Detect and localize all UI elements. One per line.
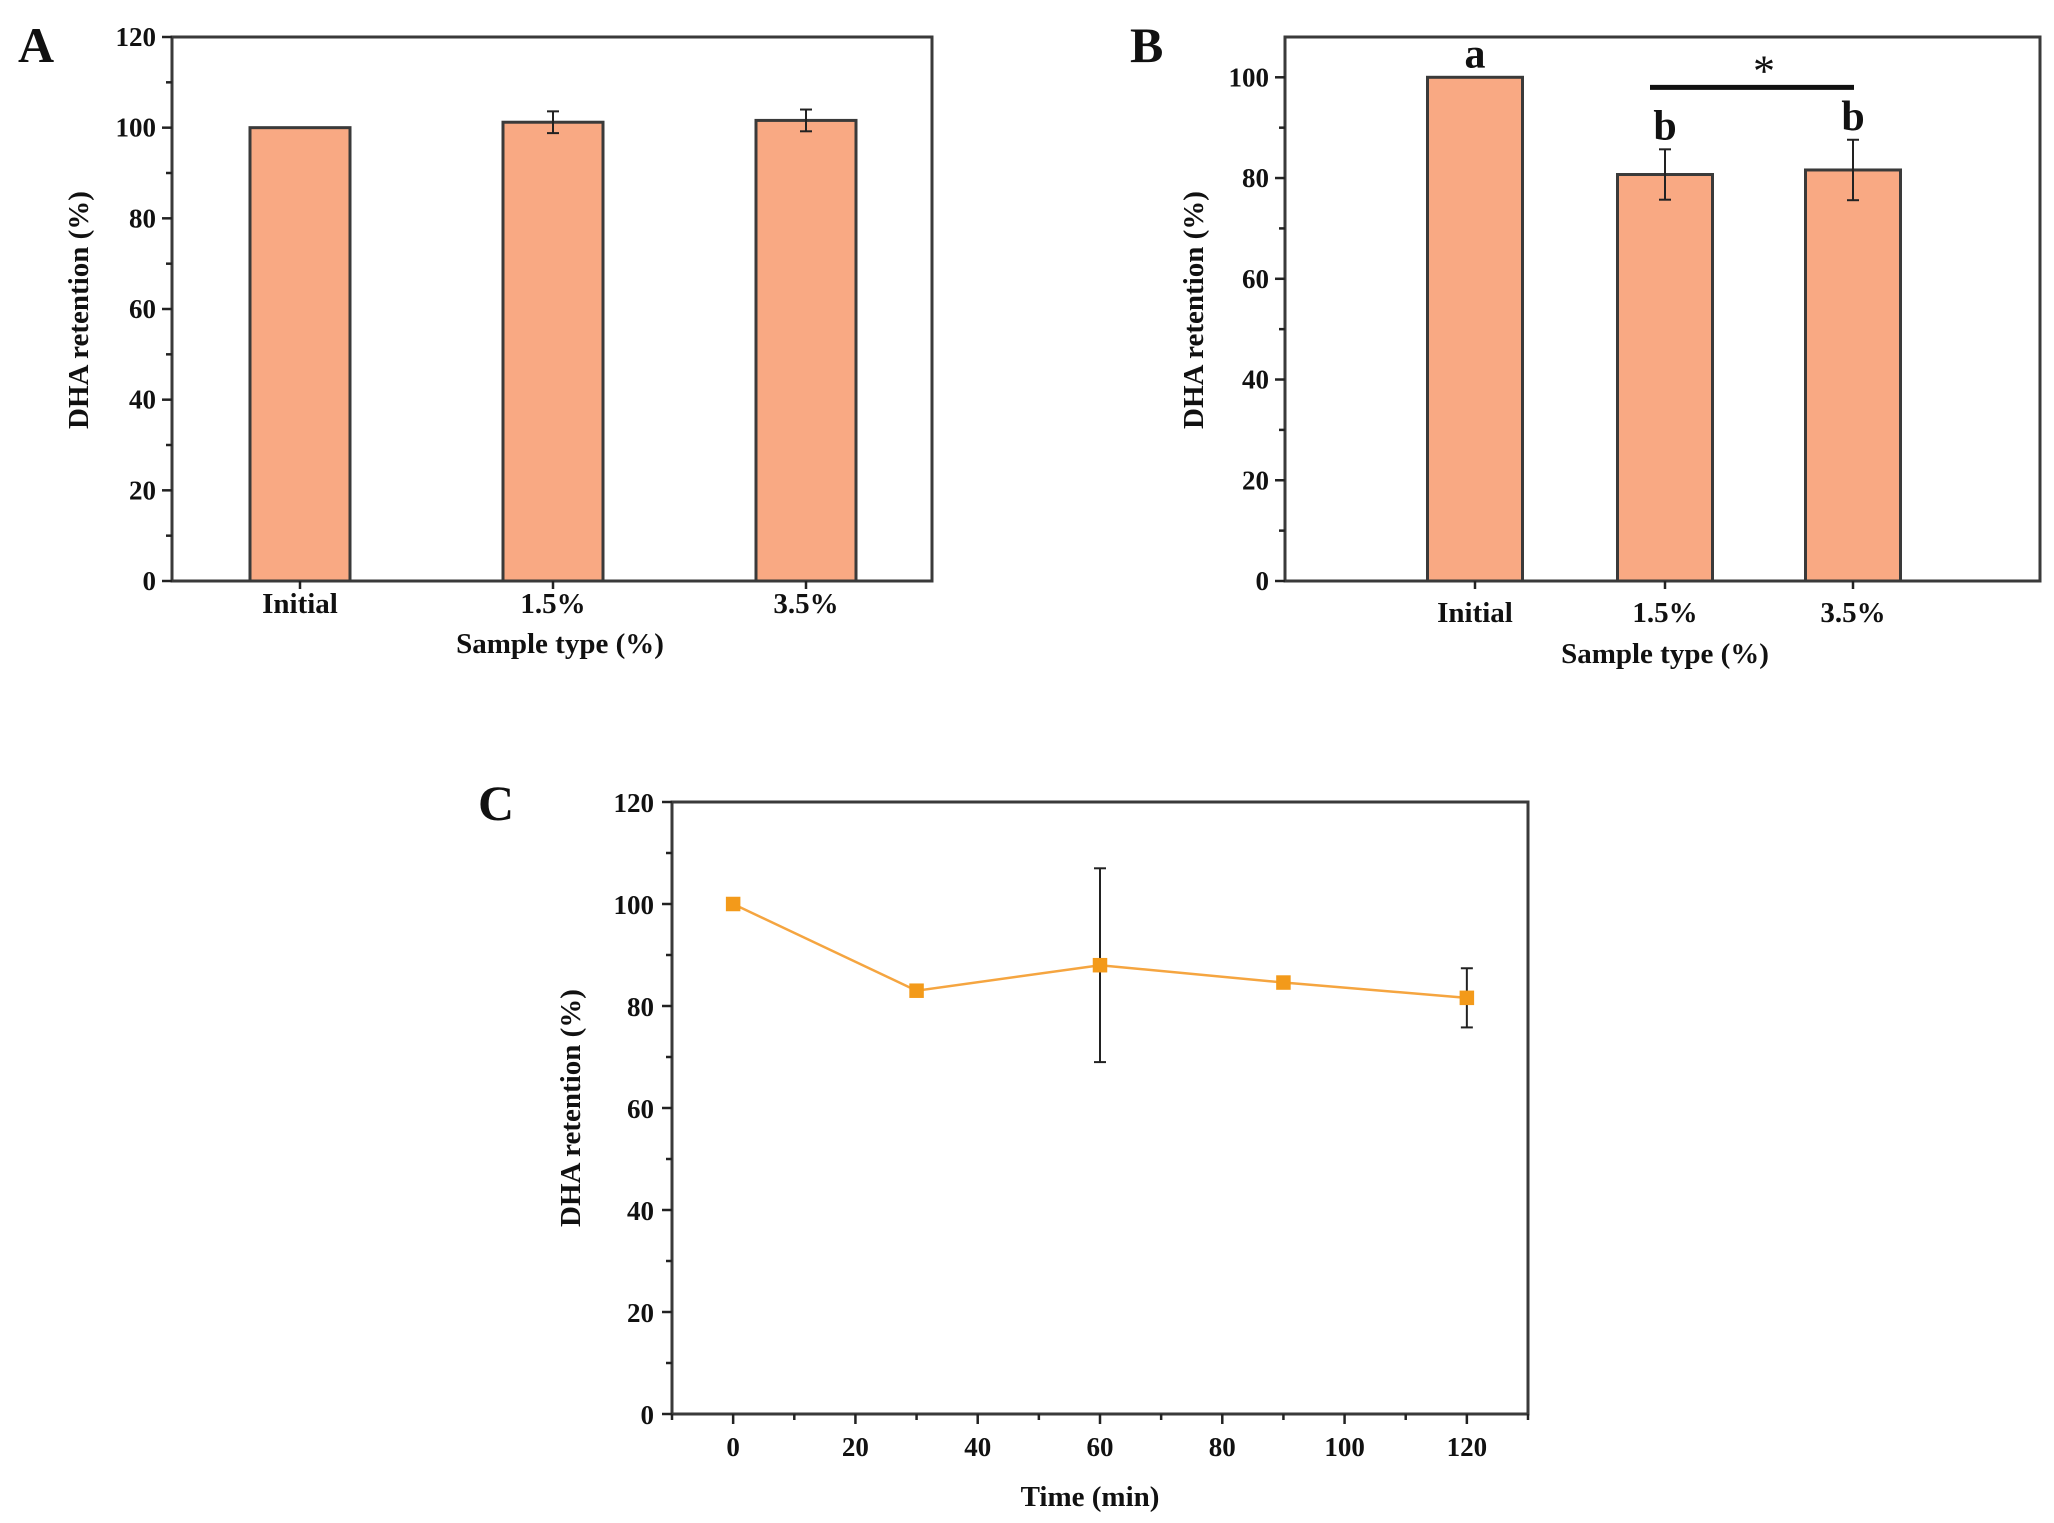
panel-b-y-tick-label-20: 20 (1242, 465, 1269, 495)
panel-b-significance: a b b * (1465, 31, 1865, 149)
panel-b-category-label-1: 1.5% (1632, 597, 1697, 629)
panel-c-x-axis: 0 20 40 60 80 100 120 (670, 1414, 1530, 1462)
panel-b-letter: B (1130, 17, 1163, 73)
panel-c-x-tick-label-20: 20 (842, 1432, 869, 1462)
panel-b-x-axis: Initial 1.5% 3.5% (1437, 581, 1886, 629)
panel-c-y-axis: 0 20 40 60 80 100 120 (614, 788, 672, 1430)
panel-a-y-tick-label-100: 100 (116, 113, 157, 143)
panel-a-category-label-0: Initial (262, 588, 338, 620)
panel-b-bars (1426, 75, 1902, 583)
panel-c-data-point-1 (909, 983, 924, 998)
panel-a-y-tick-label-120: 120 (116, 22, 157, 52)
panel-c-data-point-4 (1459, 990, 1475, 1006)
panel-c-y-axis-title: DHA retention (%) (555, 989, 587, 1227)
panel-b-y-axis-title: DHA retention (%) (1178, 191, 1210, 429)
panel-c-series (725, 867, 1475, 1064)
panel-b-significance-letter-0: a (1465, 31, 1486, 77)
panel-a-category-label-2: 3.5% (773, 588, 838, 620)
panel-b-y-axis: 0 20 40 60 80 100 (1229, 62, 1285, 596)
panel-b-category-label-0: Initial (1437, 597, 1513, 629)
panel-c-x-tick-label-100: 100 (1324, 1432, 1365, 1462)
panel-a-bar-2 (754, 118, 858, 583)
panel-c-x-tick-label-120: 120 (1447, 1432, 1488, 1462)
panel-b-y-tick-label-100: 100 (1229, 62, 1270, 92)
panel-b-x-axis-title: Sample type (%) (1561, 638, 1769, 670)
panel-c: C 0 20 40 60 80 100 120 0 20 40 60 80 100 120 Time (… (478, 775, 1530, 1513)
panel-b: B 0 20 40 60 80 100 Initial 1.5% 3.5% a b b * Samp… (1130, 17, 2042, 670)
panel-c-x-tick-label-0: 0 (726, 1432, 740, 1462)
panel-b-significance-star: * (1753, 46, 1775, 95)
panel-b-significance-letter-2: b (1841, 94, 1864, 140)
panel-c-x-tick-label-60: 60 (1087, 1432, 1114, 1462)
panel-b-bar-0 (1426, 75, 1524, 583)
panel-a-x-axis: Initial 1.5% 3.5% (262, 581, 839, 620)
panel-c-y-tick-label-0: 0 (641, 1400, 655, 1430)
panel-a-y-tick-label-40: 40 (129, 385, 156, 415)
panel-a-y-tick-label-80: 80 (129, 203, 156, 233)
panel-c-y-tick-label-60: 60 (627, 1094, 654, 1124)
panel-b-bar-2 (1804, 168, 1902, 583)
panel-b-y-tick-label-80: 80 (1242, 163, 1269, 193)
panel-a-category-label-1: 1.5% (520, 588, 585, 620)
panel-b-category-label-2: 3.5% (1820, 597, 1885, 629)
panel-a-bar-1 (501, 120, 605, 583)
panel-c-letter: C (478, 775, 514, 831)
panel-a-bars (248, 108, 858, 583)
panel-a-y-tick-label-0: 0 (143, 566, 157, 596)
panel-a-y-axis: 0 20 40 60 80 100 120 (116, 22, 172, 596)
panel-b-bar-1 (1616, 173, 1714, 583)
panel-c-y-tick-label-80: 80 (627, 992, 654, 1022)
panel-c-data-point-3 (1276, 975, 1291, 990)
panel-c-data-point-2 (1092, 957, 1108, 973)
panel-c-x-tick-label-80: 80 (1209, 1432, 1236, 1462)
panel-c-x-tick-label-40: 40 (964, 1432, 991, 1462)
panel-c-data-point-0 (725, 896, 741, 912)
panel-a-y-tick-label-20: 20 (129, 475, 156, 505)
panel-b-y-tick-label-60: 60 (1242, 264, 1269, 294)
panel-a: A 0 20 40 60 80 100 120 Initial 1.5% 3.5% Sample… (18, 17, 934, 660)
panel-a-bar-0 (248, 126, 352, 583)
panel-c-y-tick-label-40: 40 (627, 1196, 654, 1226)
panel-c-y-tick-label-120: 120 (614, 788, 655, 818)
panel-a-y-tick-label-60: 60 (129, 294, 156, 324)
panel-b-y-tick-label-0: 0 (1256, 566, 1270, 596)
panel-c-y-tick-label-20: 20 (627, 1298, 654, 1328)
panel-a-x-axis-title: Sample type (%) (456, 628, 664, 660)
panel-c-y-tick-label-100: 100 (614, 890, 655, 920)
panel-b-y-tick-label-40: 40 (1242, 365, 1269, 395)
panel-b-significance-letter-1: b (1653, 103, 1676, 149)
panel-c-x-axis-title: Time (min) (1021, 1481, 1160, 1513)
panel-a-letter: A (18, 17, 54, 73)
panel-a-y-axis-title: DHA retention (%) (63, 191, 95, 429)
